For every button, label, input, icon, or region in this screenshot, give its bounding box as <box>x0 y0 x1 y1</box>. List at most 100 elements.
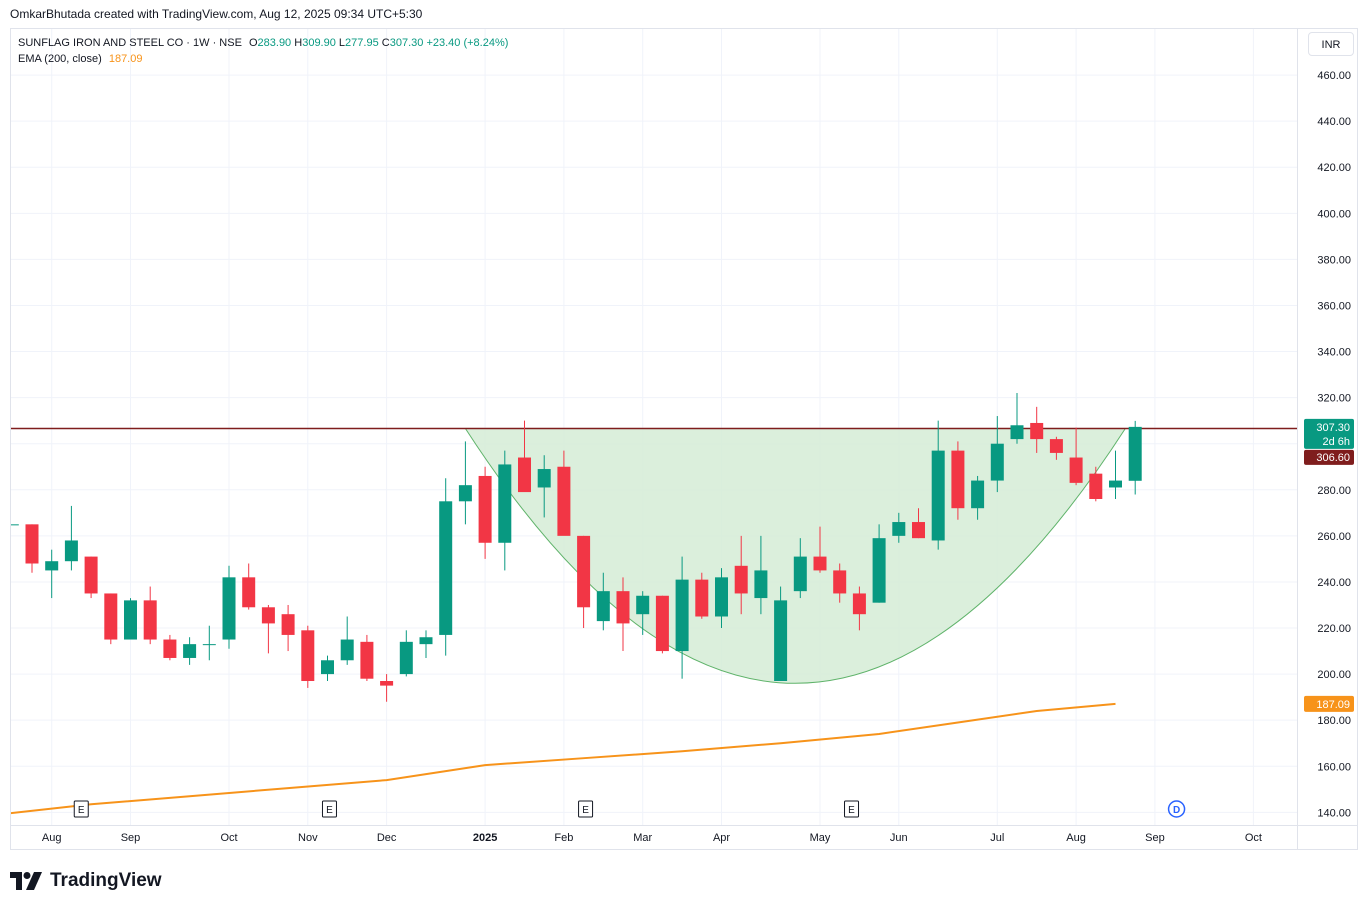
earnings-marker-box <box>578 800 594 818</box>
candle <box>636 591 650 635</box>
earnings-marker[interactable]: E <box>73 800 89 818</box>
axes[interactable]: 460.00 440.00 420.00 400.00 380.00 360.00 340.… <box>11 29 1357 849</box>
close-value: 307.30 <box>389 37 424 49</box>
candles <box>11 393 1142 702</box>
countdown-text: 2d 6h <box>1322 436 1350 448</box>
candle-body <box>951 450 965 509</box>
candle-body <box>1109 480 1122 488</box>
price-labels: 307.30 2d 6h 306.60 187.09 <box>1304 418 1354 712</box>
earnings-marker[interactable]: E <box>578 800 594 818</box>
y-tick-label: 380.00 <box>1317 254 1351 266</box>
candle-body <box>695 579 709 617</box>
y-tick-label: 140.00 <box>1317 807 1351 819</box>
candle-body <box>222 577 236 640</box>
candle <box>202 625 216 661</box>
candle-body <box>754 570 768 599</box>
candle <box>301 625 315 688</box>
dividend-marker-circle <box>1167 800 1186 818</box>
earnings-marker-label: E <box>78 805 85 816</box>
high-value: 309.90 <box>302 37 336 49</box>
candle <box>1069 427 1083 486</box>
tradingview-logo: TradingView <box>10 870 162 892</box>
earnings-marker[interactable]: E <box>844 800 860 818</box>
low-label: L <box>338 37 346 49</box>
candle <box>852 586 866 631</box>
candle-body <box>833 570 847 594</box>
candle-body <box>399 641 413 675</box>
resistance-price-text: 306.60 <box>1316 452 1350 464</box>
ema-line <box>11 702 1116 815</box>
candle-body <box>360 641 374 679</box>
candle <box>793 538 807 599</box>
candle-body <box>990 443 1004 481</box>
candlestick-chart[interactable]: E E E E D 460.00 440.00 420.00 400.00 380.00 360.… <box>11 29 1357 849</box>
candle-body <box>675 579 689 652</box>
earnings-marker-box <box>73 800 89 818</box>
earnings-marker-box <box>844 800 860 818</box>
candle-body <box>84 556 98 594</box>
candle-body <box>124 600 137 640</box>
candle-body <box>202 644 216 646</box>
candle <box>596 572 610 631</box>
x-tick-label: Oct <box>1245 832 1262 844</box>
y-tick-label: 160.00 <box>1317 761 1351 773</box>
ema-price-tag-box <box>1304 695 1354 712</box>
candle-body <box>971 480 985 509</box>
candle-body <box>518 457 531 493</box>
candle-body <box>143 600 157 640</box>
candle <box>478 466 492 559</box>
y-tick-label: 240.00 <box>1317 577 1351 589</box>
high-label: H <box>294 37 303 49</box>
chart-legend: SUNFLAG IRON AND STEEL CO · 1W · NSE O28… <box>18 35 508 67</box>
dividend-marker[interactable]: D <box>1167 800 1186 818</box>
candle-body <box>1010 425 1024 440</box>
candle-body <box>64 540 78 562</box>
candle-body <box>537 469 551 488</box>
candle <box>734 535 748 615</box>
candle <box>813 526 827 573</box>
candle-body <box>104 593 118 640</box>
open-label: O <box>248 37 258 49</box>
candle <box>1109 450 1122 499</box>
candle <box>616 577 630 652</box>
candle-body <box>183 644 197 658</box>
candle <box>222 565 236 649</box>
earnings-marker[interactable]: E <box>321 800 337 818</box>
last-price-tag: 307.30 2d 6h <box>1304 418 1354 449</box>
candle <box>281 604 295 652</box>
y-tick-label: 180.00 <box>1317 715 1351 727</box>
x-tick-label: Aug <box>1066 832 1086 844</box>
earnings-marker-box <box>321 800 337 818</box>
ema-200-line <box>11 702 1116 815</box>
candle <box>183 637 197 665</box>
candle-body <box>655 595 669 652</box>
candle <box>380 674 394 702</box>
candle-body <box>616 591 630 624</box>
candle-body <box>340 639 354 661</box>
currency-button[interactable]: INR <box>1308 32 1354 56</box>
y-tick-label: 360.00 <box>1317 300 1351 312</box>
chart-frame[interactable]: E E E E D 460.00 440.00 420.00 400.00 380.00 360.… <box>10 28 1358 850</box>
ema-value: 187.09 <box>108 53 143 65</box>
resistance-price-tag: 306.60 <box>1304 449 1354 465</box>
candle <box>84 556 98 599</box>
candle <box>537 455 551 518</box>
candle-body <box>380 681 394 686</box>
dividend-marker-label: D <box>1173 805 1180 816</box>
candle <box>951 441 965 520</box>
candle-body <box>636 595 650 615</box>
y-tick-label: 260.00 <box>1317 531 1351 543</box>
x-tick-label: Jul <box>990 832 1004 844</box>
candle <box>458 441 472 525</box>
last-price-box <box>1304 418 1354 449</box>
candle-body <box>596 591 610 622</box>
candle <box>715 568 728 629</box>
candle-body <box>419 637 433 645</box>
candle-body <box>478 475 492 543</box>
y-tick-label: 220.00 <box>1317 623 1351 635</box>
candle-body <box>774 600 788 682</box>
candle-body <box>242 577 256 608</box>
candle-body <box>557 466 571 536</box>
y-tick-label: 400.00 <box>1317 208 1351 220</box>
